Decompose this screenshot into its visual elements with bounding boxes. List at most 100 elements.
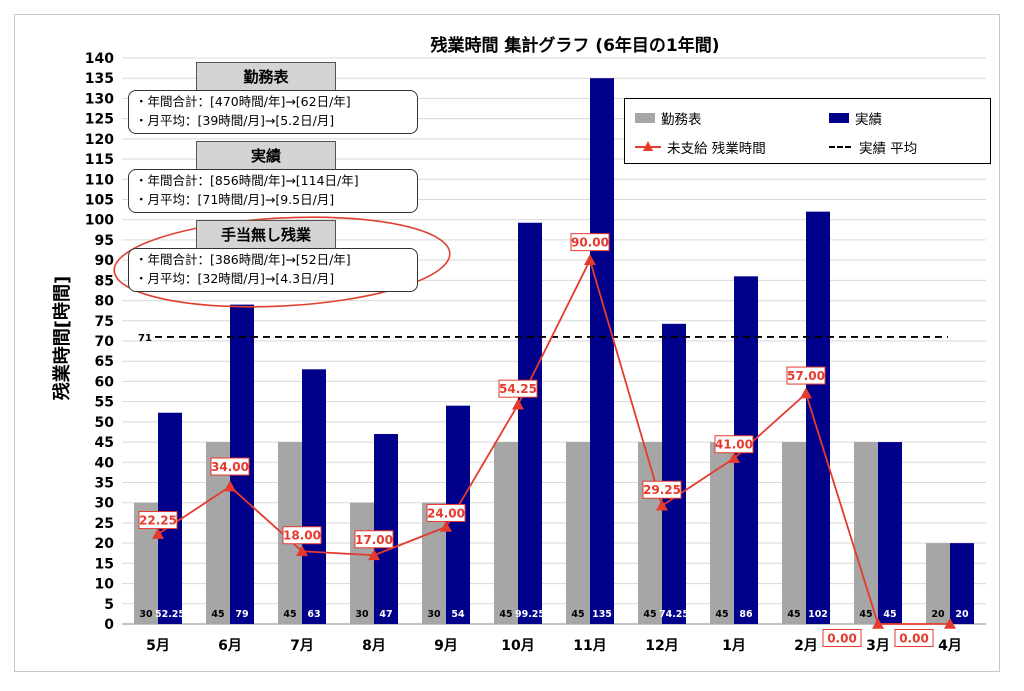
bar-kinmuhyo — [710, 442, 734, 624]
y-tick-label: 50 — [95, 415, 115, 431]
y-tick-label: 115 — [85, 152, 114, 168]
unpaid-value-label: 54.25 — [499, 382, 537, 396]
y-tick-label: 140 — [85, 51, 114, 67]
summary-box-kinmuhyo-line1: ・年間合計：[470時間/年]→[62日/年] — [135, 94, 351, 109]
bar-jisseki-value: 135 — [592, 609, 612, 620]
y-tick-label: 75 — [95, 314, 114, 330]
legend-label-unpaid: 未支給 残業時間 — [667, 141, 766, 157]
y-tick-label: 45 — [95, 435, 114, 451]
bar-jisseki-value: 63 — [307, 609, 320, 620]
y-tick-label: 0 — [104, 617, 114, 633]
y-tick-label: 20 — [95, 536, 115, 552]
unpaid-value-label: 0.00 — [827, 632, 857, 646]
x-tick-label: 1月 — [722, 638, 746, 654]
bar-kinmuhyo — [782, 442, 806, 624]
y-tick-label: 110 — [85, 172, 114, 188]
y-tick-label: 30 — [95, 496, 115, 512]
bar-kinmuhyo — [926, 543, 950, 624]
chart-legend: 勤務表 実績 未支給 残業時間 実績 平均 — [624, 98, 991, 164]
bar-jisseki-value: 99.25 — [515, 609, 545, 620]
bar-jisseki-value: 45 — [883, 609, 896, 620]
legend-swatch-gray — [635, 113, 655, 123]
legend-label-jisseki: 実績 — [855, 112, 882, 128]
summary-box-teate: ・年間合計：[386時間/年]→[52日/年] ・月平均：[32時間/月]→[4… — [128, 248, 418, 292]
bar-kinmuhyo — [422, 502, 446, 624]
highlight-circle — [113, 216, 451, 308]
unpaid-value-box — [354, 530, 394, 549]
x-tick-labels: 5月 6月 7月 8月 9月 10月 11月 12月 1月 2月 3月 4月 — [146, 638, 962, 654]
bar-jisseki-value: 54 — [451, 609, 465, 620]
bar-kinmuhyo-value: 30 — [427, 609, 441, 620]
unpaid-value-box — [642, 480, 682, 499]
y-tick-label: 5 — [104, 597, 114, 613]
bars: 30 52.25 45 79 45 63 30 47 30 54 45 99.25 45 135 45 74.… — [134, 78, 974, 624]
bar-jisseki-value: 86 — [739, 609, 753, 620]
bar-jisseki-value: 20 — [955, 609, 969, 620]
unpaid-point-marker — [296, 545, 308, 557]
bar-kinmuhyo-value: 45 — [499, 609, 512, 620]
bar-jisseki — [806, 211, 830, 624]
bar-jisseki — [302, 369, 326, 624]
y-tick-label: 135 — [85, 71, 114, 87]
x-tick-label: 2月 — [794, 638, 818, 654]
bar-kinmuhyo — [566, 442, 590, 624]
unpaid-value-label: 17.00 — [355, 533, 393, 547]
x-tick-label: 9月 — [434, 638, 458, 654]
legend-label-average: 実績 平均 — [859, 141, 918, 157]
x-tick-label: 5月 — [146, 638, 170, 654]
unpaid-overtime-series: 22.25 34.00 18.00 17.00 24.00 54.25 90.00 29.25… — [138, 233, 956, 647]
x-tick-label: 10月 — [501, 638, 534, 654]
unpaid-point-marker — [440, 520, 452, 532]
bar-jisseki-value: 102 — [808, 609, 828, 620]
bar-kinmuhyo-value: 45 — [571, 609, 584, 620]
bar-jisseki-value: 52.25 — [155, 609, 185, 620]
summary-box-teate-line2: ・月平均：[32時間/月]→[4.3日/月] — [135, 271, 335, 286]
bar-kinmuhyo — [350, 502, 374, 624]
y-tick-label: 10 — [95, 577, 115, 593]
bar-kinmuhyo-value: 45 — [643, 609, 656, 620]
summary-box-jisseki-line2: ・月平均：[71時間/月]→[9.5日/月] — [135, 192, 335, 207]
bar-kinmuhyo-value: 45 — [787, 609, 800, 620]
bar-kinmuhyo-value: 45 — [859, 609, 872, 620]
unpaid-value-box — [210, 457, 250, 476]
x-tick-label: 8月 — [362, 638, 386, 654]
x-tick-label: 4月 — [938, 638, 962, 654]
y-tick-label: 35 — [95, 476, 114, 492]
unpaid-value-box — [570, 233, 610, 252]
y-tick-label: 95 — [95, 233, 114, 249]
bar-kinmuhyo — [854, 442, 878, 624]
unpaid-value-box — [714, 435, 754, 454]
summary-box-teate-line1: ・年間合計：[386時間/年]→[52日/年] — [135, 252, 351, 267]
bar-jisseki — [590, 78, 614, 624]
bar-kinmuhyo-value: 45 — [211, 609, 224, 620]
bar-kinmuhyo-value: 20 — [931, 609, 945, 620]
y-tick-label: 65 — [95, 354, 114, 370]
unpaid-value-label: 0.00 — [899, 632, 929, 646]
legend-item-kinmuhyo: 勤務表 — [635, 108, 702, 128]
unpaid-point-marker — [512, 398, 524, 410]
bar-jisseki — [950, 543, 974, 624]
legend-label-kinmuhyo: 勤務表 — [661, 112, 702, 128]
unpaid-point-marker — [368, 549, 380, 561]
legend-item-average: 実績 平均 — [829, 137, 917, 157]
bar-jisseki-value: 79 — [235, 609, 248, 620]
unpaid-value-box — [786, 366, 826, 385]
unpaid-value-box — [138, 511, 178, 530]
summary-box-jisseki-title: 実績 — [196, 141, 336, 170]
y-tick-label: 60 — [95, 374, 115, 390]
bar-kinmuhyo-value: 30 — [139, 609, 153, 620]
unpaid-value-label: 24.00 — [427, 506, 465, 520]
legend-swatch-dash — [829, 146, 851, 148]
y-tick-label: 40 — [95, 455, 115, 471]
unpaid-value-label: 34.00 — [211, 460, 249, 474]
unpaid-value-label: 22.25 — [139, 514, 177, 528]
y-tick-label: 25 — [95, 516, 114, 532]
unpaid-value-label: 57.00 — [787, 369, 825, 383]
y-tick-label: 120 — [85, 132, 114, 148]
unpaid-value-label: 90.00 — [571, 236, 609, 250]
bar-jisseki — [878, 442, 902, 624]
unpaid-value-box — [282, 526, 322, 545]
chart-title: 残業時間 集計グラフ (6年目の1年間) — [430, 35, 719, 56]
y-axis-label: 残業時間[時間] — [51, 276, 73, 400]
y-tick-label: 70 — [95, 334, 115, 350]
